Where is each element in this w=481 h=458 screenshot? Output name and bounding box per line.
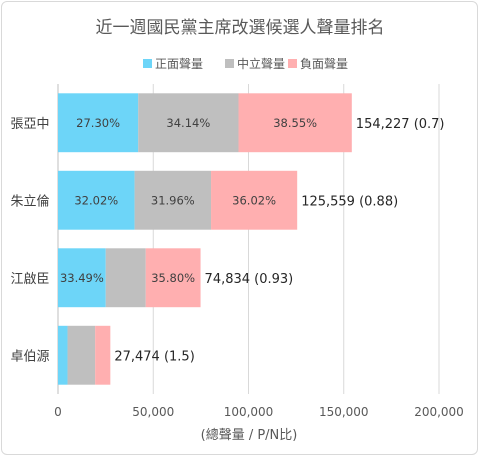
x-tick-labels: 0 50,000 100,000 150,000 200,000 — [54, 405, 464, 419]
bar-segment — [58, 93, 139, 153]
bar-segment — [138, 93, 239, 153]
legend-label: 負面聲量 — [300, 56, 348, 71]
bar-segment — [58, 170, 135, 230]
total-label: 125,559 (0.88) — [301, 194, 398, 209]
bar-segment — [67, 325, 96, 385]
legend-label: 中立聲量 — [237, 56, 285, 71]
total-label: 154,227 (0.7) — [356, 117, 445, 132]
total-label: 27,474 (1.5) — [114, 349, 194, 364]
x-tick-label: 0 — [54, 405, 62, 419]
segment-label: 31.96% — [151, 193, 195, 207]
legend-swatch — [143, 59, 152, 68]
segment-label: 27.30% — [76, 116, 120, 130]
bar-segment — [211, 170, 298, 230]
segment-label: 33.49% — [60, 271, 104, 285]
x-axis-title: (總聲量 / P/N比) — [201, 427, 298, 443]
x-tick-label: 150,000 — [319, 405, 369, 419]
total-label: 74,834 (0.93) — [205, 272, 294, 287]
bar-segment — [95, 325, 111, 385]
category-label: 江啟臣 — [10, 272, 49, 287]
segment-label: 34.14% — [166, 116, 210, 130]
bar-segment — [238, 93, 352, 153]
x-tick-label: 200,000 — [414, 405, 464, 419]
segment-label: 36.02% — [232, 193, 276, 207]
segment-label: 32.02% — [74, 193, 118, 207]
bars: 27.30% 34.14% 38.55% 154,227 (0.7) 32.02% 31.… — [58, 93, 445, 385]
segment-label: 38.55% — [273, 116, 317, 130]
bar-segment — [145, 248, 201, 308]
legend: 正面聲量 中立聲量 負面聲量 — [143, 56, 348, 71]
x-tick-label: 100,000 — [224, 405, 274, 419]
bar-segment — [105, 248, 146, 308]
bar-segment — [134, 170, 212, 230]
legend-swatch — [225, 59, 234, 68]
category-label: 朱立倫 — [10, 194, 49, 209]
x-tick-label: 50,000 — [132, 405, 174, 419]
legend-label: 正面聲量 — [155, 56, 203, 71]
segment-label: 35.80% — [151, 271, 195, 285]
category-label: 卓伯源 — [10, 349, 49, 364]
bar-segment — [58, 325, 68, 385]
legend-swatch — [288, 59, 297, 68]
chart-title: 近一週國民黨主席改選候選人聲量排名 — [96, 18, 385, 38]
bar-segment — [58, 248, 106, 308]
category-label: 張亞中 — [10, 117, 49, 132]
